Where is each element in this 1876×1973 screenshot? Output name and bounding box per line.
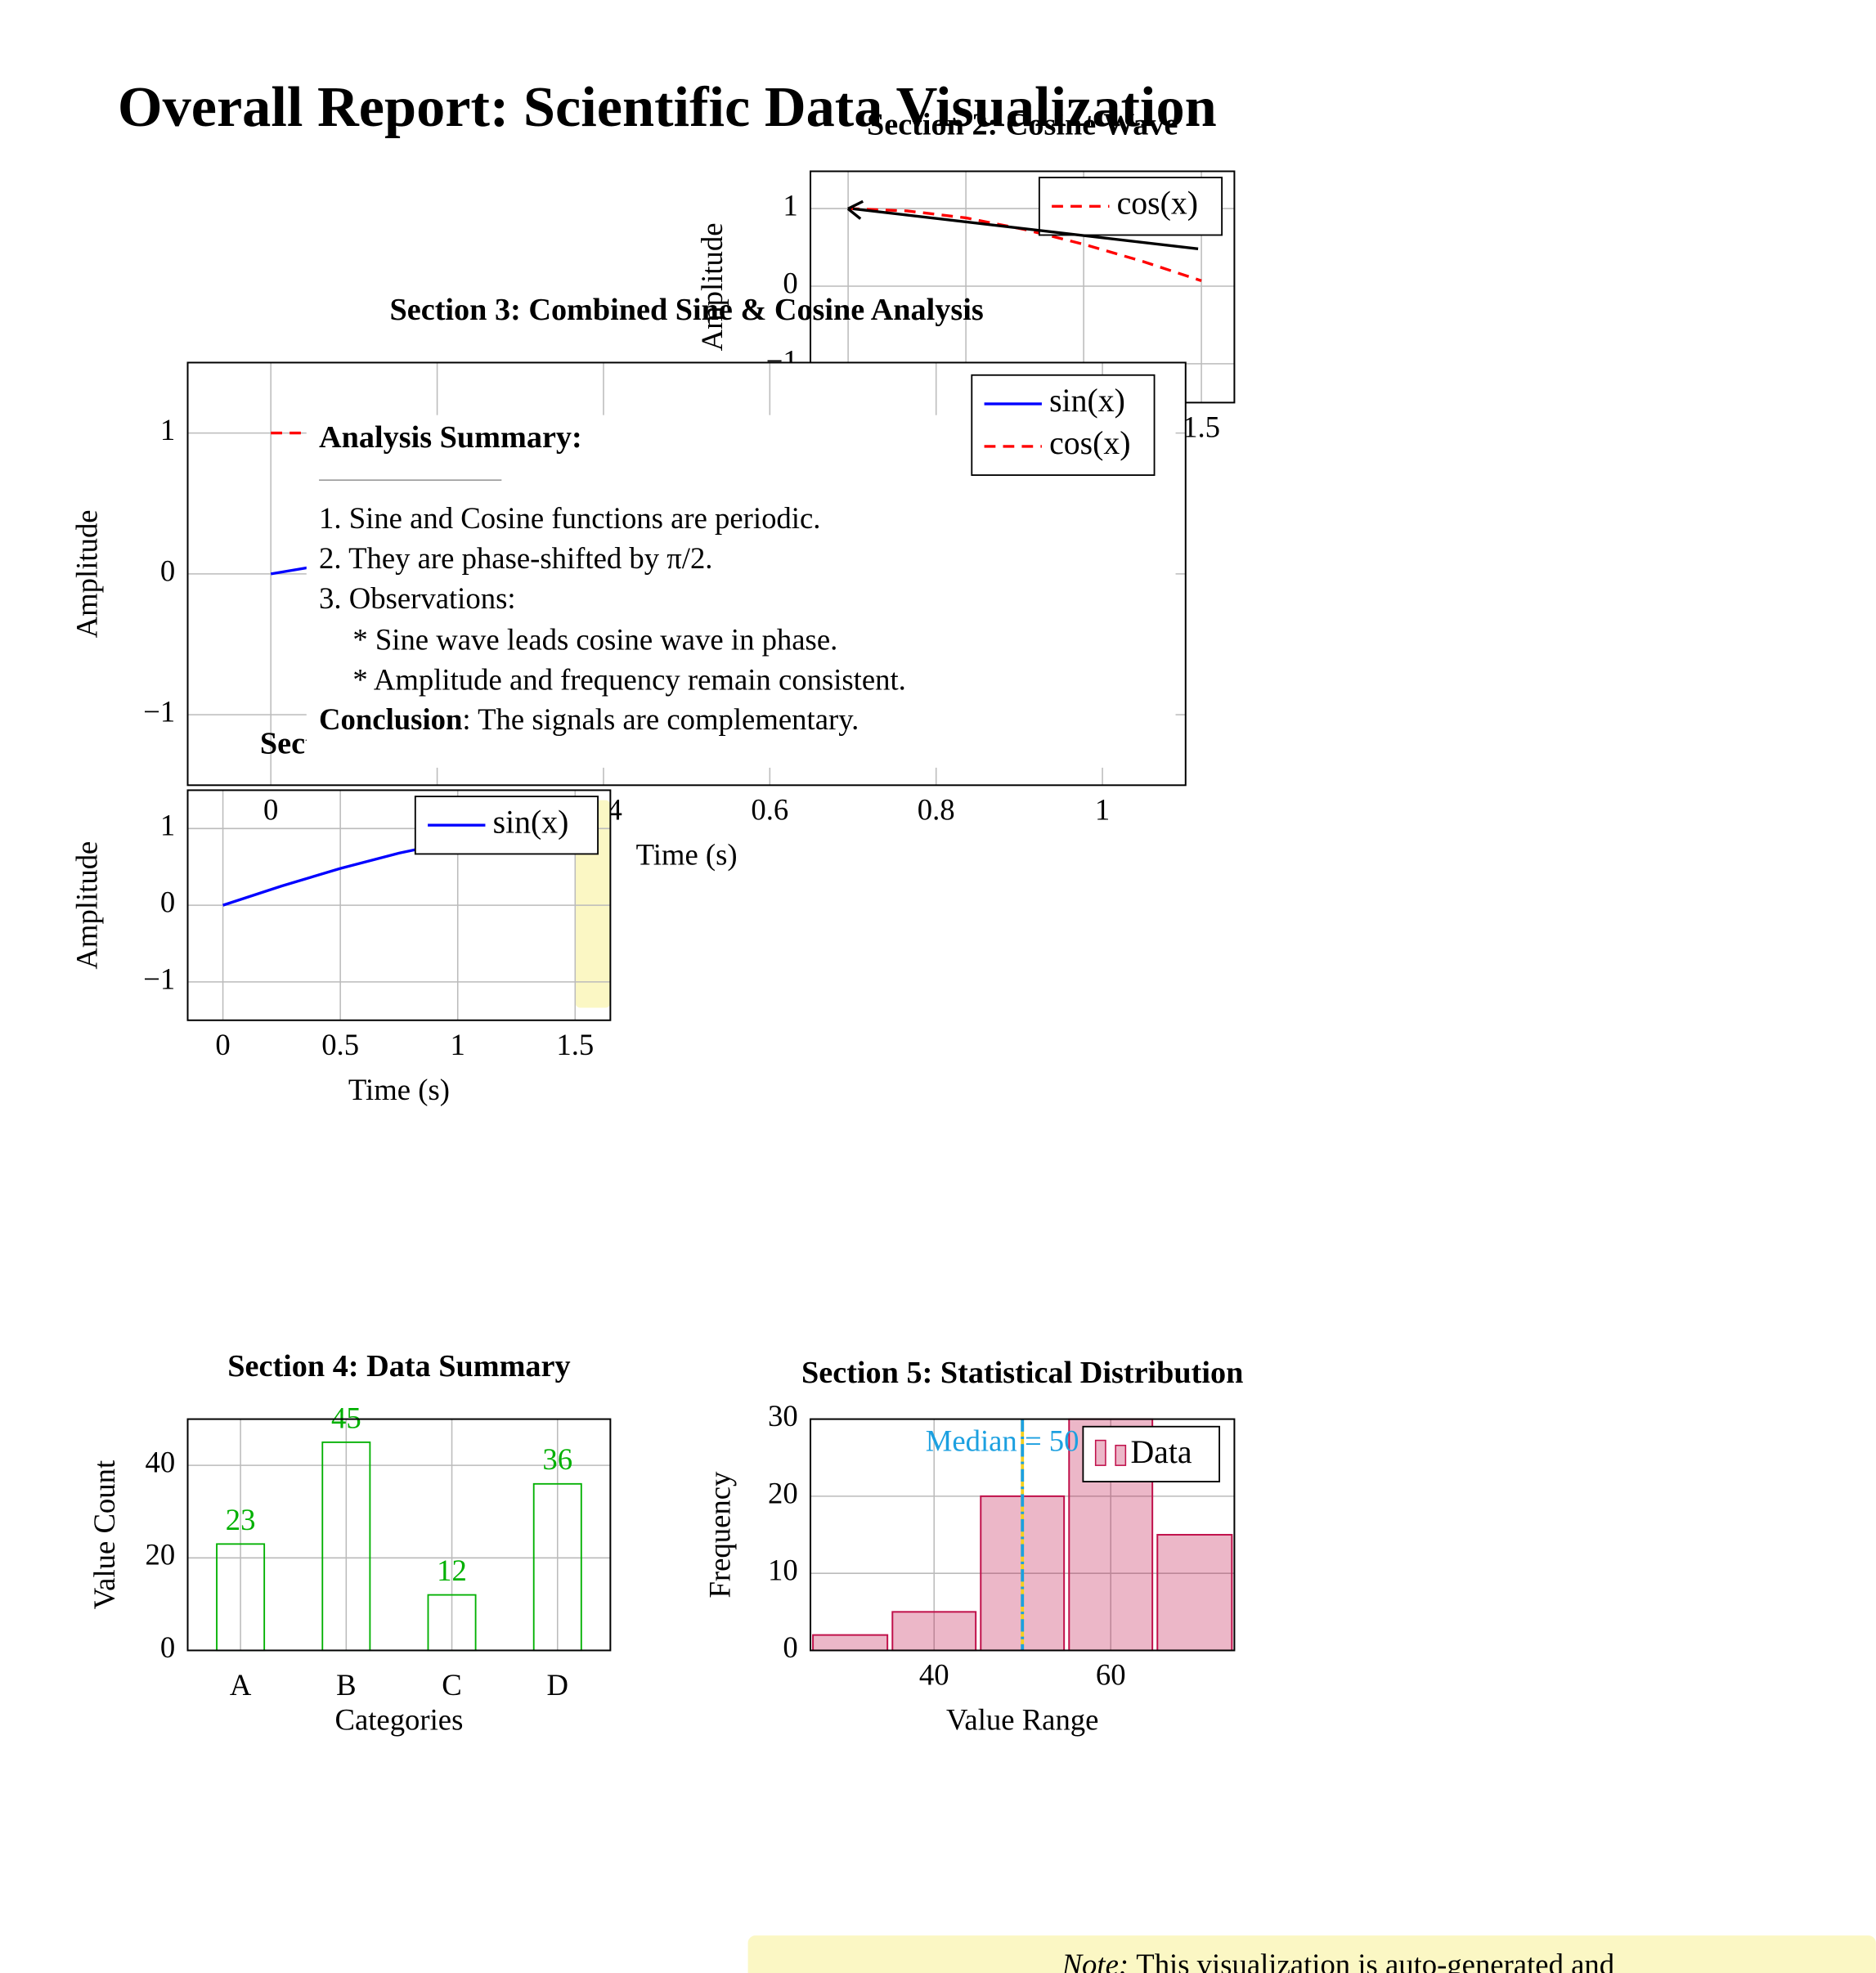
y-tick-label: −1 [143, 962, 175, 995]
histogram-bar [812, 1634, 889, 1652]
histogram-bar [891, 1611, 977, 1652]
chart-title: Section 5: Statistical Distribution [801, 1356, 1243, 1390]
legend-box [971, 374, 1156, 476]
y-tick-label: 20 [146, 1538, 176, 1572]
y-axis-label: Value Count [88, 1460, 121, 1609]
x-axis-label: Time (s) [636, 837, 738, 871]
y-tick-label: 10 [768, 1554, 798, 1587]
x-tick-label: 0.6 [751, 792, 788, 826]
note: Note: This visualization is auto-generat… [747, 1935, 1876, 1973]
legend-swatch [1115, 1444, 1127, 1466]
note-text: Note: This visualization is auto-generat… [1061, 1948, 1614, 1973]
x-tick-label: D [547, 1668, 569, 1702]
x-tick-label: 40 [919, 1658, 949, 1692]
y-tick-label: 40 [146, 1446, 176, 1479]
y-tick-label: 0 [160, 554, 175, 587]
y-axis-label: Amplitude [70, 509, 104, 638]
y-tick-label: 0 [160, 886, 175, 919]
plot-frame [186, 361, 1187, 787]
x-tick-label: 0.5 [321, 1028, 359, 1061]
y-tick-label: 1 [160, 413, 175, 446]
median-label: Median = 50 [926, 1424, 1079, 1458]
x-tick-label: 0.8 [918, 792, 955, 826]
legend-label: sin(x) [1049, 383, 1125, 419]
note-body: This visualization is auto-generated and [1136, 1948, 1614, 1973]
y-tick-label: 0 [783, 1630, 797, 1664]
x-tick-label: 1.5 [556, 1028, 594, 1061]
y-tick-label: −1 [143, 695, 175, 729]
x-tick-label: 1.5 [1183, 410, 1220, 443]
y-axis-label: Amplitude [695, 222, 729, 351]
note-box [747, 1935, 1876, 1973]
legend-label: cos(x) [1117, 185, 1198, 221]
y-tick-label: 1 [783, 188, 797, 222]
summary-conclusion: Conclusion: The signals are complementar… [319, 702, 859, 736]
legend-swatch [1094, 1439, 1106, 1466]
x-axis-label: Value Range [946, 1703, 1098, 1737]
value-label: 45 [331, 1401, 361, 1434]
plot-frame [186, 789, 612, 1021]
plot-frame [810, 1418, 1236, 1652]
chart-title: Section 4: Data Summary [227, 1349, 570, 1383]
section-3-legend: sin(x) cos(x) [971, 374, 1156, 476]
summary-item: * Amplitude and frequency remain consist… [352, 662, 906, 696]
x-tick-label: A [230, 1668, 252, 1702]
x-tick-label: 1 [1095, 792, 1110, 826]
y-axis-label: Amplitude [70, 841, 104, 970]
value-label: 36 [542, 1442, 572, 1476]
y-axis-label: Frequency [702, 1471, 736, 1599]
legend-label: Data [1130, 1434, 1192, 1470]
y-tick-label: 20 [768, 1476, 798, 1509]
chart-title: Section 2: Cosine Wave [867, 108, 1178, 142]
value-label: 12 [437, 1554, 467, 1587]
arrow-head [846, 200, 864, 220]
x-axis-label: Time (s) [348, 1073, 450, 1106]
summary-item: 3. Observations: [319, 581, 515, 615]
x-tick-label: 0 [263, 792, 278, 826]
plot-frame [186, 1418, 612, 1652]
y-tick-label: 0 [160, 1630, 175, 1664]
report-title: Overall Report: Scientific Data Visualiz… [118, 75, 1217, 139]
summary-item: 2. They are phase-shifted by π/2. [319, 541, 712, 575]
x-tick-label: C [442, 1668, 461, 1702]
legend-box [1038, 177, 1223, 236]
conclusion-label: Conclusion [319, 702, 462, 736]
x-tick-label: B [336, 1668, 356, 1702]
x-tick-label: 1 [451, 1028, 465, 1061]
summary-item: 1. Sine and Cosine functions are periodi… [319, 501, 820, 535]
x-axis-label: Categories [334, 1703, 463, 1737]
legend-label: sin(x) [493, 804, 569, 840]
x-tick-label: 60 [1096, 1658, 1126, 1692]
y-tick-label: 1 [160, 809, 175, 842]
section-5: Section 5: Statistical Distribution 0 10 20… [702, 1356, 1243, 1737]
value-label: 23 [226, 1503, 256, 1536]
y-tick-label: 0 [783, 266, 797, 299]
note-label: Note: [1061, 1948, 1129, 1973]
summary-item: * Sine wave leads cosine wave in phase. [352, 622, 837, 656]
section-4: Section 4: Data Summary 0 20 40 Categories Va… [88, 1349, 612, 1737]
y-tick-label: 30 [768, 1399, 798, 1433]
legend-label: cos(x) [1049, 425, 1130, 461]
histogram-bar [1156, 1534, 1233, 1652]
annotation-arrow [852, 207, 1199, 250]
chart-title: Section 3: Combined Sine & Cosine Analys… [390, 293, 984, 327]
summary-heading: Analysis Summary: [319, 420, 582, 455]
x-tick-label: 0 [215, 1028, 230, 1061]
conclusion-text: : The signals are complementary. [462, 702, 859, 736]
